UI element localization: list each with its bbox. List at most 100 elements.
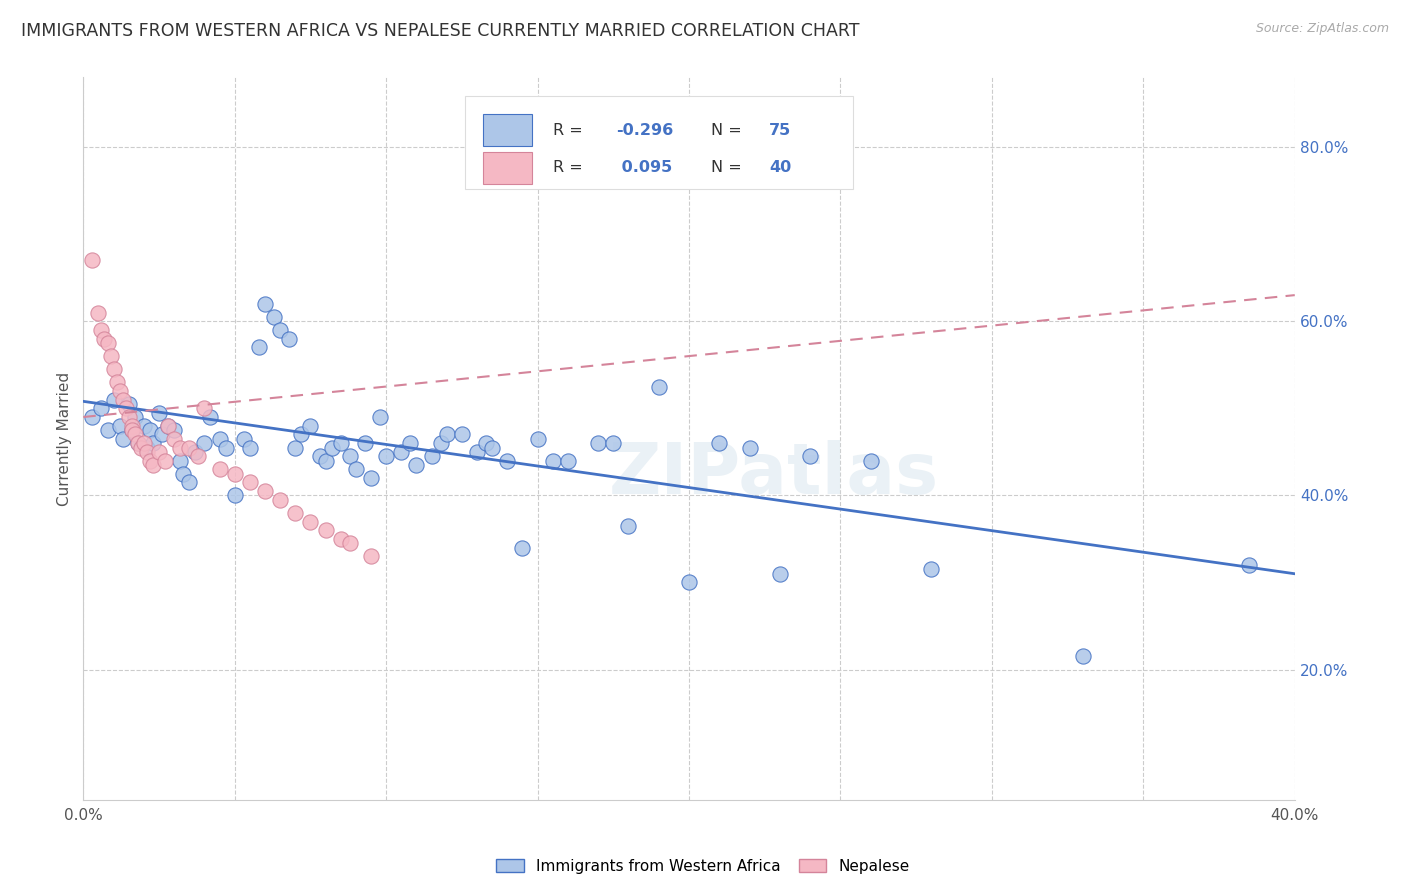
Point	[111, 392, 134, 407]
Point	[344, 462, 367, 476]
Point	[263, 310, 285, 324]
Point	[193, 436, 215, 450]
Point	[859, 453, 882, 467]
Text: IMMIGRANTS FROM WESTERN AFRICA VS NEPALESE CURRENTLY MARRIED CORRELATION CHART: IMMIGRANTS FROM WESTERN AFRICA VS NEPALE…	[21, 22, 859, 40]
Point	[232, 432, 254, 446]
Point	[157, 418, 180, 433]
Text: R =: R =	[554, 123, 588, 137]
Point	[179, 441, 201, 455]
Point	[124, 427, 146, 442]
Point	[405, 458, 427, 472]
Text: -0.296: -0.296	[616, 123, 673, 137]
Point	[526, 432, 548, 446]
Point	[153, 453, 176, 467]
Point	[420, 449, 443, 463]
Point	[709, 436, 731, 450]
Point	[920, 562, 942, 576]
Point	[208, 462, 231, 476]
Point	[135, 441, 157, 455]
Point	[124, 410, 146, 425]
Point	[121, 418, 143, 433]
Point	[299, 515, 322, 529]
Point	[329, 532, 352, 546]
FancyBboxPatch shape	[484, 152, 531, 184]
Point	[103, 362, 125, 376]
Point	[648, 379, 671, 393]
Point	[139, 453, 162, 467]
Point	[150, 427, 173, 442]
Point	[208, 432, 231, 446]
Point	[96, 423, 118, 437]
Point	[118, 410, 141, 425]
Point	[108, 384, 131, 398]
Text: 0.095: 0.095	[616, 161, 672, 176]
Point	[329, 436, 352, 450]
Point	[184, 445, 207, 459]
Text: R =: R =	[554, 161, 588, 176]
Point	[132, 418, 155, 433]
Point	[451, 427, 474, 442]
Point	[163, 423, 186, 437]
Point	[269, 492, 291, 507]
Point	[93, 332, 115, 346]
Point	[179, 475, 201, 490]
Point	[557, 453, 579, 467]
Point	[127, 436, 149, 450]
Point	[103, 392, 125, 407]
Point	[200, 410, 222, 425]
Point	[224, 467, 246, 481]
Point	[214, 441, 236, 455]
Point	[82, 253, 104, 268]
Point	[253, 297, 276, 311]
Point	[127, 436, 149, 450]
Point	[678, 575, 700, 590]
Point	[299, 418, 322, 433]
Point	[121, 423, 143, 437]
Text: ZIPatlas: ZIPatlas	[609, 441, 939, 509]
Point	[1239, 558, 1261, 572]
Point	[339, 449, 361, 463]
Point	[132, 436, 155, 450]
Point	[586, 436, 609, 450]
Point	[360, 471, 382, 485]
Point	[111, 432, 134, 446]
Point	[315, 523, 337, 537]
Point	[90, 401, 112, 416]
Point	[253, 483, 276, 498]
Point	[163, 432, 186, 446]
Point	[389, 445, 412, 459]
Point	[512, 541, 534, 555]
Legend: Immigrants from Western Africa, Nepalese: Immigrants from Western Africa, Nepalese	[491, 853, 915, 880]
Point	[193, 401, 215, 416]
Point	[87, 305, 110, 319]
Point	[129, 441, 152, 455]
Point	[360, 549, 382, 564]
Point	[284, 506, 307, 520]
Point	[239, 441, 262, 455]
Point	[602, 436, 624, 450]
Point	[82, 410, 104, 425]
Point	[308, 449, 330, 463]
Point	[114, 401, 136, 416]
Point	[142, 436, 165, 450]
Point	[148, 445, 170, 459]
Point	[169, 441, 191, 455]
Point	[169, 453, 191, 467]
Point	[172, 467, 194, 481]
Point	[1071, 649, 1094, 664]
Point	[769, 566, 792, 581]
Point	[105, 375, 128, 389]
Point	[436, 427, 458, 442]
Point	[375, 449, 398, 463]
Point	[541, 453, 564, 467]
Point	[290, 427, 312, 442]
Point	[496, 453, 519, 467]
Point	[321, 441, 343, 455]
Point	[239, 475, 262, 490]
Point	[475, 436, 498, 450]
Point	[481, 441, 503, 455]
Text: 40: 40	[769, 161, 792, 176]
Point	[339, 536, 361, 550]
FancyBboxPatch shape	[465, 95, 852, 189]
Point	[108, 418, 131, 433]
